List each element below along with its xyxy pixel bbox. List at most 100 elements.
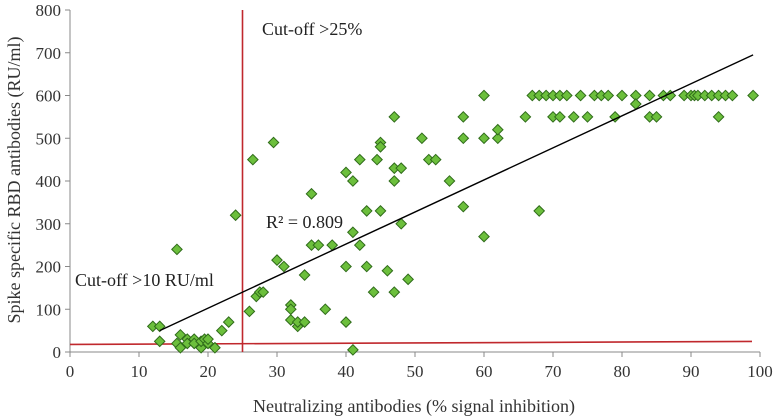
data-point	[478, 230, 490, 243]
y-tick-label: 300	[36, 215, 62, 234]
data-point	[478, 89, 490, 102]
data-point	[519, 110, 532, 123]
x-tick-label: 50	[407, 362, 424, 381]
y-tick-label: 700	[36, 44, 62, 63]
data-point	[340, 166, 352, 179]
data-point	[353, 239, 366, 252]
data-point	[395, 217, 408, 230]
data-point	[533, 205, 546, 217]
data-point	[395, 162, 408, 175]
data-point	[305, 187, 318, 200]
data-point	[360, 205, 373, 217]
data-point	[340, 260, 352, 273]
data-point	[602, 89, 615, 102]
data-point	[174, 328, 187, 341]
x-tick-label: 0	[66, 362, 75, 381]
data-point	[650, 110, 663, 123]
data-point	[491, 123, 504, 136]
data-point	[574, 89, 587, 102]
data-point	[298, 316, 311, 328]
data-point	[567, 110, 580, 123]
data-point	[581, 110, 594, 123]
y-tick-label: 800	[36, 1, 62, 20]
x-tick-label: 70	[545, 362, 562, 381]
r-squared-label: R² = 0.809	[266, 212, 343, 232]
data-point	[340, 316, 352, 328]
data-point	[271, 254, 283, 266]
data-point	[267, 136, 280, 149]
x-tick-label: 10	[131, 362, 148, 381]
data-point	[353, 153, 366, 166]
axes	[69, 10, 760, 353]
data-points	[146, 89, 760, 356]
x-tick-label: 40	[338, 362, 355, 381]
data-point	[277, 260, 290, 273]
x-tick-label: 60	[476, 362, 493, 381]
data-point	[388, 286, 401, 299]
y-axis-label: Spike specific RBD antibodies (RU/ml)	[4, 37, 25, 324]
data-point	[415, 132, 428, 145]
data-point	[171, 243, 183, 256]
data-point	[429, 153, 442, 166]
data-point	[346, 175, 359, 187]
data-point	[457, 110, 470, 123]
x-tick-label: 100	[747, 362, 773, 381]
data-point	[195, 341, 208, 354]
data-point	[726, 89, 739, 102]
y-tick-label: 600	[36, 87, 62, 106]
data-point	[257, 286, 270, 299]
x-tick-label: 80	[614, 362, 631, 381]
y-tick-label: 400	[36, 172, 62, 191]
data-point	[174, 341, 187, 354]
data-point	[643, 89, 656, 102]
trendline-group	[159, 54, 754, 332]
data-point	[553, 110, 566, 123]
y-tick-label: 500	[36, 129, 62, 148]
x-tick-label: 90	[683, 362, 700, 381]
data-point	[402, 273, 415, 286]
data-point	[457, 132, 470, 145]
data-point	[712, 110, 725, 123]
data-point	[388, 110, 401, 123]
ticks: 0 10 20 30 40 50 60 70 80 90 100 0 100 200 300 400 500 60…	[36, 1, 773, 381]
trendline	[159, 54, 754, 332]
data-point	[616, 89, 628, 102]
cutoff-lines	[69, 10, 753, 352]
data-point	[747, 89, 760, 102]
data-point	[202, 333, 214, 346]
data-point	[491, 132, 504, 145]
data-point	[246, 153, 259, 166]
data-point	[374, 140, 387, 153]
data-point	[388, 175, 401, 187]
data-point	[153, 335, 166, 348]
x-axis-label: Neutralizing antibodies (% signal inhibi…	[253, 396, 575, 417]
data-point	[381, 264, 394, 277]
data-point	[215, 324, 228, 337]
cutoff-vertical-label: Cut-off >25%	[262, 19, 362, 39]
data-point	[664, 89, 677, 102]
y-tick-label: 0	[53, 343, 62, 362]
x-tick-label: 20	[200, 362, 217, 381]
x-tick-label: 30	[269, 362, 286, 381]
data-point	[478, 132, 490, 145]
data-point	[371, 153, 383, 166]
data-point	[374, 205, 387, 217]
data-point	[319, 303, 332, 316]
data-point	[346, 343, 359, 356]
data-point	[367, 286, 380, 299]
data-point	[229, 209, 242, 222]
data-point	[457, 200, 470, 213]
data-point	[222, 316, 235, 328]
data-point	[243, 305, 256, 318]
data-point	[298, 269, 311, 281]
cutoff-horizontal-label: Cut-off >10 RU/ml	[75, 270, 214, 290]
data-point	[560, 89, 573, 102]
y-tick-label: 100	[36, 300, 62, 319]
y-tick-label: 200	[36, 258, 62, 277]
data-point	[312, 239, 325, 252]
data-point	[443, 175, 456, 187]
data-point	[346, 226, 359, 239]
data-point	[360, 260, 373, 273]
data-point	[208, 341, 221, 354]
